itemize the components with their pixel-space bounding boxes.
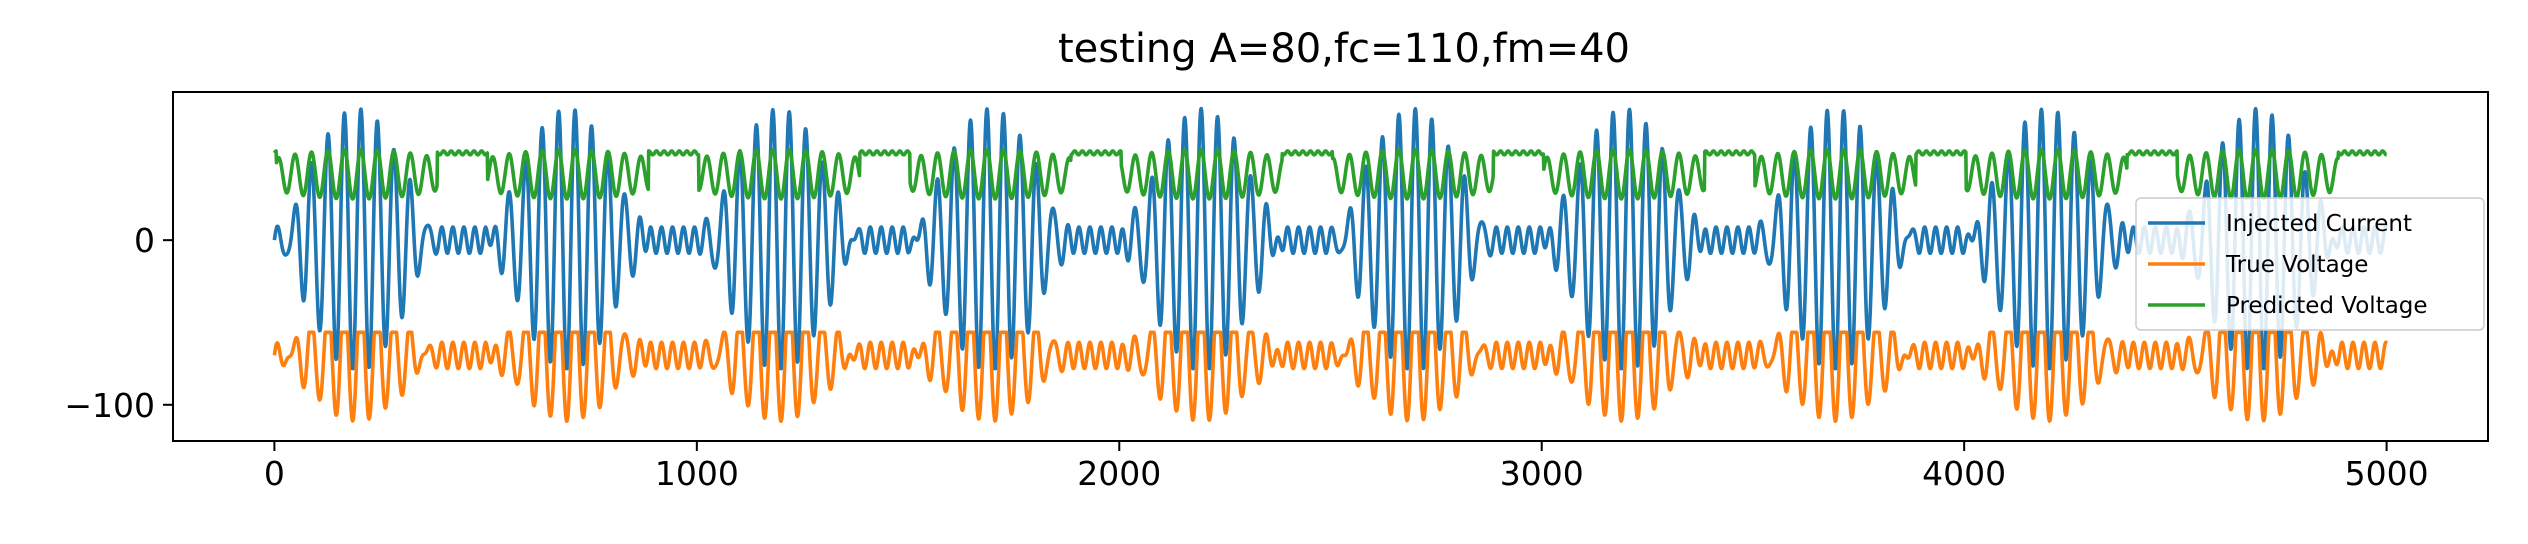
legend-label-true-voltage: True Voltage — [2225, 252, 2368, 278]
x-tick-label: 3000 — [1500, 454, 1584, 493]
plot-frame — [172, 91, 2489, 442]
series-line-predicted-voltage — [272, 147, 2388, 201]
legend-label-predicted-voltage: Predicted Voltage — [2226, 293, 2428, 319]
x-tick-label: 1000 — [655, 454, 739, 493]
series-line-true-voltage — [272, 330, 2389, 423]
y-tick-label: 0 — [134, 221, 155, 260]
legend: Injected Current True Voltage Predicted … — [2135, 197, 2485, 331]
x-axis: 0 1000 2000 3000 4000 5000 — [264, 441, 2429, 493]
y-axis: 0 −100 — [64, 221, 173, 425]
legend-box — [2135, 197, 2485, 331]
series-layer — [272, 106, 2389, 423]
x-tick-label: 2000 — [1077, 454, 1161, 493]
x-tick-label: 4000 — [1922, 454, 2006, 493]
chart-title: testing A=80,fc=110,fm=40 — [1058, 26, 1630, 72]
series-line-injected-current — [272, 106, 2389, 371]
legend-label-injected-current: Injected Current — [2226, 211, 2412, 237]
x-tick-label: 0 — [264, 454, 285, 493]
x-tick-label: 5000 — [2345, 454, 2429, 493]
y-tick-label: −100 — [64, 386, 155, 425]
